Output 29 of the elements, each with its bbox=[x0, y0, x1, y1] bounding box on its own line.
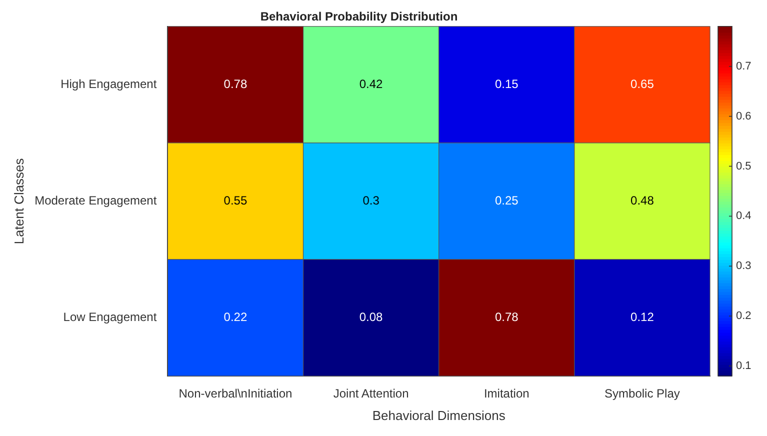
data-label: 0.15 bbox=[494, 76, 519, 91]
color-bar-label: 0.2 bbox=[736, 310, 752, 322]
data-label: 0.78 bbox=[224, 76, 248, 91]
y-tick-label: High Engagement bbox=[60, 76, 158, 91]
chart-title: Behavioral Probability Distribution bbox=[260, 10, 458, 24]
color-bar-label: 0.4 bbox=[736, 210, 752, 222]
x-axis-title: Behavioral Dimensions bbox=[372, 408, 506, 423]
y-tick-label: Moderate Engagement bbox=[34, 194, 158, 208]
data-label: 0.48 bbox=[630, 194, 654, 208]
data-label: 0.12 bbox=[630, 310, 654, 324]
x-tick-label: Joint Attention bbox=[333, 386, 409, 401]
x-tick-label: Imitation bbox=[484, 386, 530, 401]
color-bar-label: 0.6 bbox=[736, 110, 752, 122]
color-bar-label: 0.1 bbox=[736, 360, 752, 372]
y-tick-label: Low Engagement bbox=[63, 310, 158, 324]
color-bar-label: 0.3 bbox=[736, 260, 752, 272]
data-label: 0.55 bbox=[224, 194, 248, 208]
data-label: 0.78 bbox=[494, 310, 519, 324]
data-label: 0.08 bbox=[359, 310, 384, 324]
data-label: 0.65 bbox=[630, 76, 654, 91]
data-label: 0.42 bbox=[359, 76, 384, 91]
x-tick-label: Non-verbal\nInitiation bbox=[178, 386, 292, 401]
data-label: 0.22 bbox=[224, 310, 248, 324]
y-axis-title: Latent Classes bbox=[11, 158, 26, 244]
data-label: 0.25 bbox=[494, 194, 519, 208]
color-bar-label: 0.7 bbox=[736, 60, 752, 72]
x-tick-label: Symbolic Play bbox=[604, 386, 680, 401]
data-label: 0.3 bbox=[362, 194, 380, 208]
color-bar-label: 0.5 bbox=[736, 160, 752, 172]
